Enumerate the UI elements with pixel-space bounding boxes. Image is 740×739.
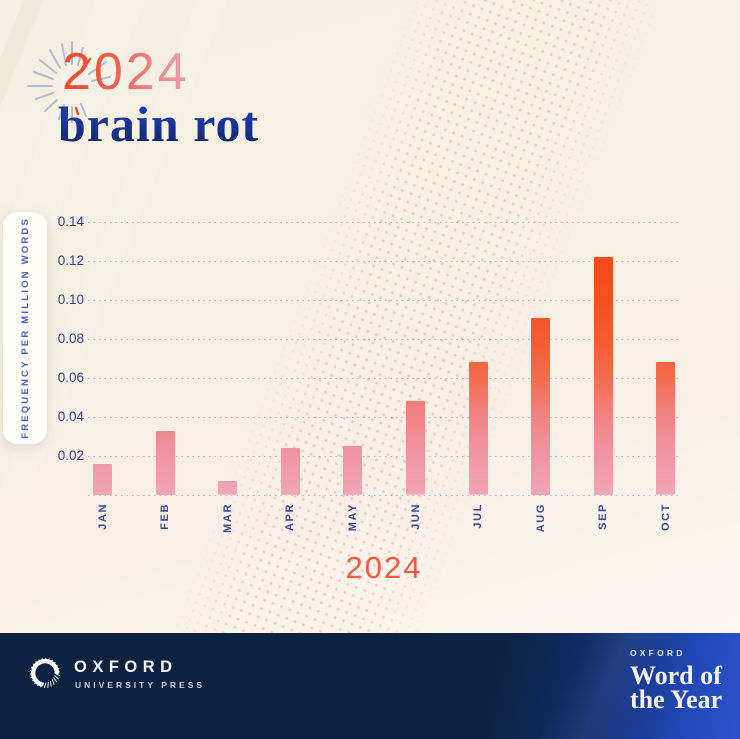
bar-jan	[93, 463, 112, 495]
x-label-mar: MAR	[221, 503, 234, 533]
word-of-the-year-brand: OXFORD Word of the Year	[630, 648, 723, 714]
bar-jun	[406, 401, 425, 495]
publisher-name: OXFORD	[74, 658, 178, 676]
bar-jul	[468, 362, 488, 495]
bar-feb	[155, 430, 175, 495]
y-tick-label: 0.08	[57, 331, 84, 346]
x-label-may: MAY	[346, 503, 359, 532]
x-label-jul: JUL	[472, 503, 485, 529]
gridline-0.14	[88, 222, 680, 223]
sparkle-burst-icon	[27, 41, 111, 123]
bar-sep	[593, 257, 613, 495]
brand-title-line1: Word of	[630, 661, 722, 690]
y-tick-label: 0.14	[57, 214, 84, 229]
bar-may	[343, 446, 363, 495]
brand-title-line2: the Year	[630, 685, 723, 714]
bar-apr	[280, 448, 300, 495]
y-tick-label: 0.02	[57, 448, 84, 463]
y-axis-label-card: FREQUENCY PER MILLION WORDS	[3, 212, 47, 444]
gridline-0.12	[88, 261, 680, 262]
x-label-jan: JAN	[96, 503, 109, 530]
publisher-subtitle: UNIVERSITY PRESS	[75, 680, 206, 690]
oxford-university-press-logo-icon	[29, 657, 61, 689]
bar-mar	[218, 481, 238, 495]
gridline-0.00	[88, 495, 680, 496]
gridline-0.02	[88, 456, 680, 457]
bar-oct	[656, 362, 676, 495]
y-tick-label: 0.04	[57, 409, 84, 424]
gridline-0.06	[88, 378, 680, 379]
gridline-0.10	[88, 300, 680, 301]
brand-kicker: OXFORD	[630, 648, 686, 658]
y-tick-label: 0.12	[57, 253, 84, 268]
gridline-0.08	[88, 339, 680, 340]
y-tick-label: 0.06	[57, 370, 84, 385]
x-label-feb: FEB	[159, 503, 172, 530]
y-axis-label: FREQUENCY PER MILLION WORDS	[19, 217, 31, 439]
y-tick-label: 0.10	[57, 292, 84, 307]
gridline-0.04	[88, 417, 680, 418]
x-label-oct: OCT	[659, 503, 672, 532]
x-label-jun: JUN	[409, 503, 422, 530]
word-heading: brain rot	[58, 96, 260, 152]
bar-aug	[531, 317, 551, 495]
year-heading: 2024	[62, 43, 190, 101]
x-label-aug: AUG	[534, 503, 547, 533]
x-axis-year-label: 2024	[345, 550, 423, 585]
x-label-sep: SEP	[597, 503, 610, 530]
x-label-apr: APR	[284, 503, 297, 532]
